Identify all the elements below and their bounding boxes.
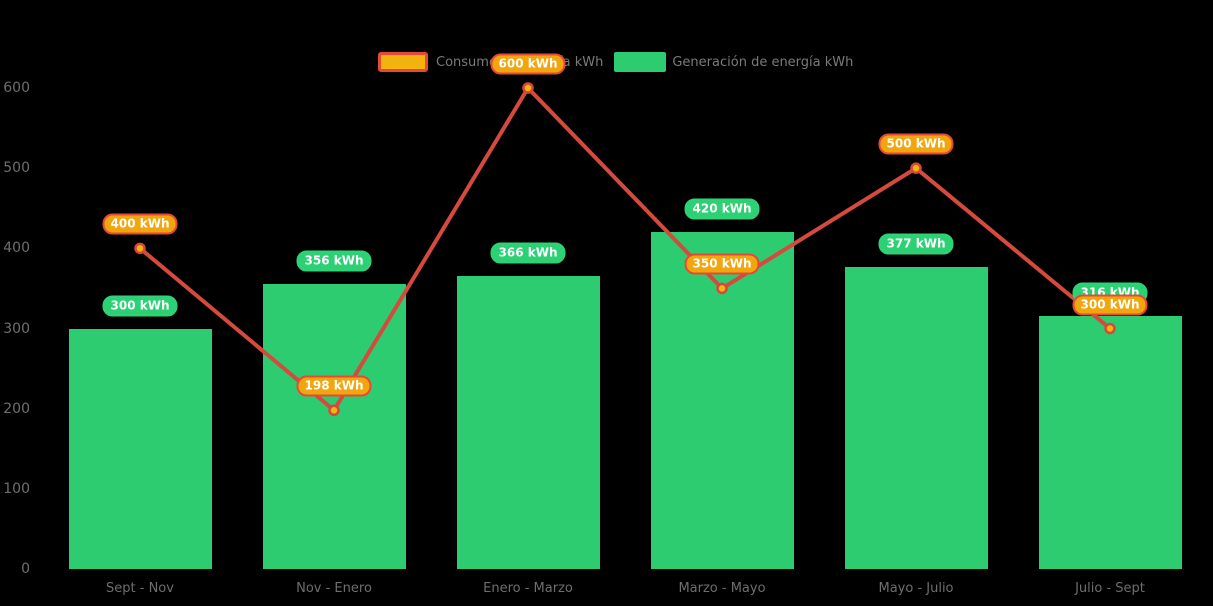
consumption-value-badge: 300 kWh	[1072, 294, 1148, 315]
generation-value-badge: 356 kWh	[296, 250, 372, 272]
generation-bar[interactable]	[68, 328, 212, 569]
x-axis-category-label: Enero - Marzo	[483, 581, 573, 596]
y-axis-tick-label: 300	[3, 320, 30, 337]
generation-bar[interactable]	[844, 266, 988, 569]
consumption-point[interactable]	[134, 242, 146, 255]
generation-bar[interactable]	[456, 275, 600, 569]
legend-item-generation[interactable]: Generación de energía kWh	[611, 52, 853, 72]
consumption-value-badge: 600 kWh	[490, 53, 566, 75]
consumption-value-badge: 350 kWh	[684, 253, 760, 275]
consumption-value-badge: 198 kWh	[296, 375, 372, 397]
consumption-point[interactable]	[328, 404, 340, 417]
consumption-point[interactable]	[910, 162, 922, 174]
y-axis-tick-label: 600	[3, 80, 30, 96]
consumption-point[interactable]	[716, 282, 728, 295]
generation-value-badge: 366 kWh	[490, 242, 566, 264]
generation-legend-swatch	[614, 52, 667, 72]
x-axis-category-label: Nov - Enero	[296, 581, 372, 596]
y-axis-tick-label: 200	[3, 400, 30, 417]
consumption-point[interactable]	[522, 82, 534, 94]
generation-value-badge: 377 kWh	[878, 233, 954, 255]
generation-value-badge: 420 kWh	[684, 198, 760, 220]
x-axis-category-label: Julio - Sept	[1075, 581, 1145, 596]
x-axis-category-label: Sept - Nov	[106, 581, 174, 596]
x-axis-category-label: Marzo - Mayo	[678, 581, 766, 596]
chart-legend: Consumo de energía kWh Generación de ene…	[378, 52, 853, 72]
x-axis-category-label: Mayo - Julio	[878, 581, 954, 596]
consumption-value-badge: 400 kWh	[102, 213, 178, 235]
y-axis-tick-label: 500	[3, 160, 30, 177]
y-axis-tick-label: 400	[3, 240, 30, 257]
generation-legend-label: Generación de energía kWh	[672, 54, 854, 70]
generation-value-badge: 300 kWh	[102, 295, 178, 316]
y-axis-tick-label: 100	[3, 480, 30, 497]
consumption-value-badge: 500 kWh	[878, 133, 954, 155]
consumption-line	[138, 86, 1112, 413]
consumption-point[interactable]	[1104, 322, 1116, 335]
y-axis-tick-label: 0	[21, 561, 30, 577]
generation-bar[interactable]	[1038, 315, 1182, 569]
consumption-legend-swatch	[378, 52, 428, 72]
